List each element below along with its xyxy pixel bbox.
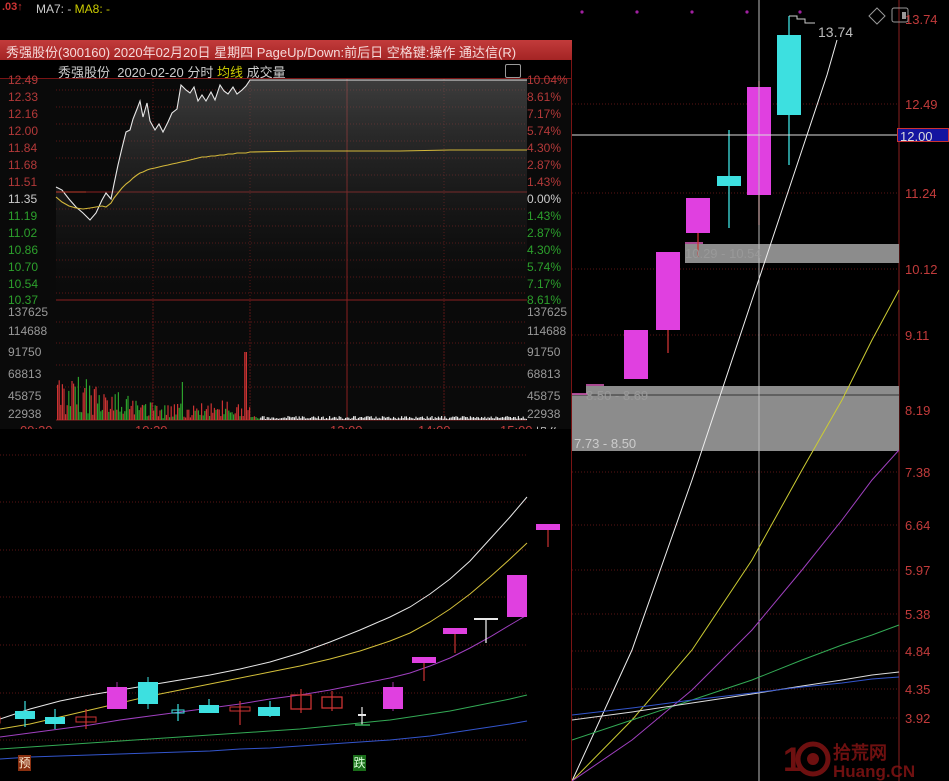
svg-text:拾荒网: 拾荒网 (833, 742, 887, 763)
svg-text:Huang.CN: Huang.CN (833, 762, 915, 781)
